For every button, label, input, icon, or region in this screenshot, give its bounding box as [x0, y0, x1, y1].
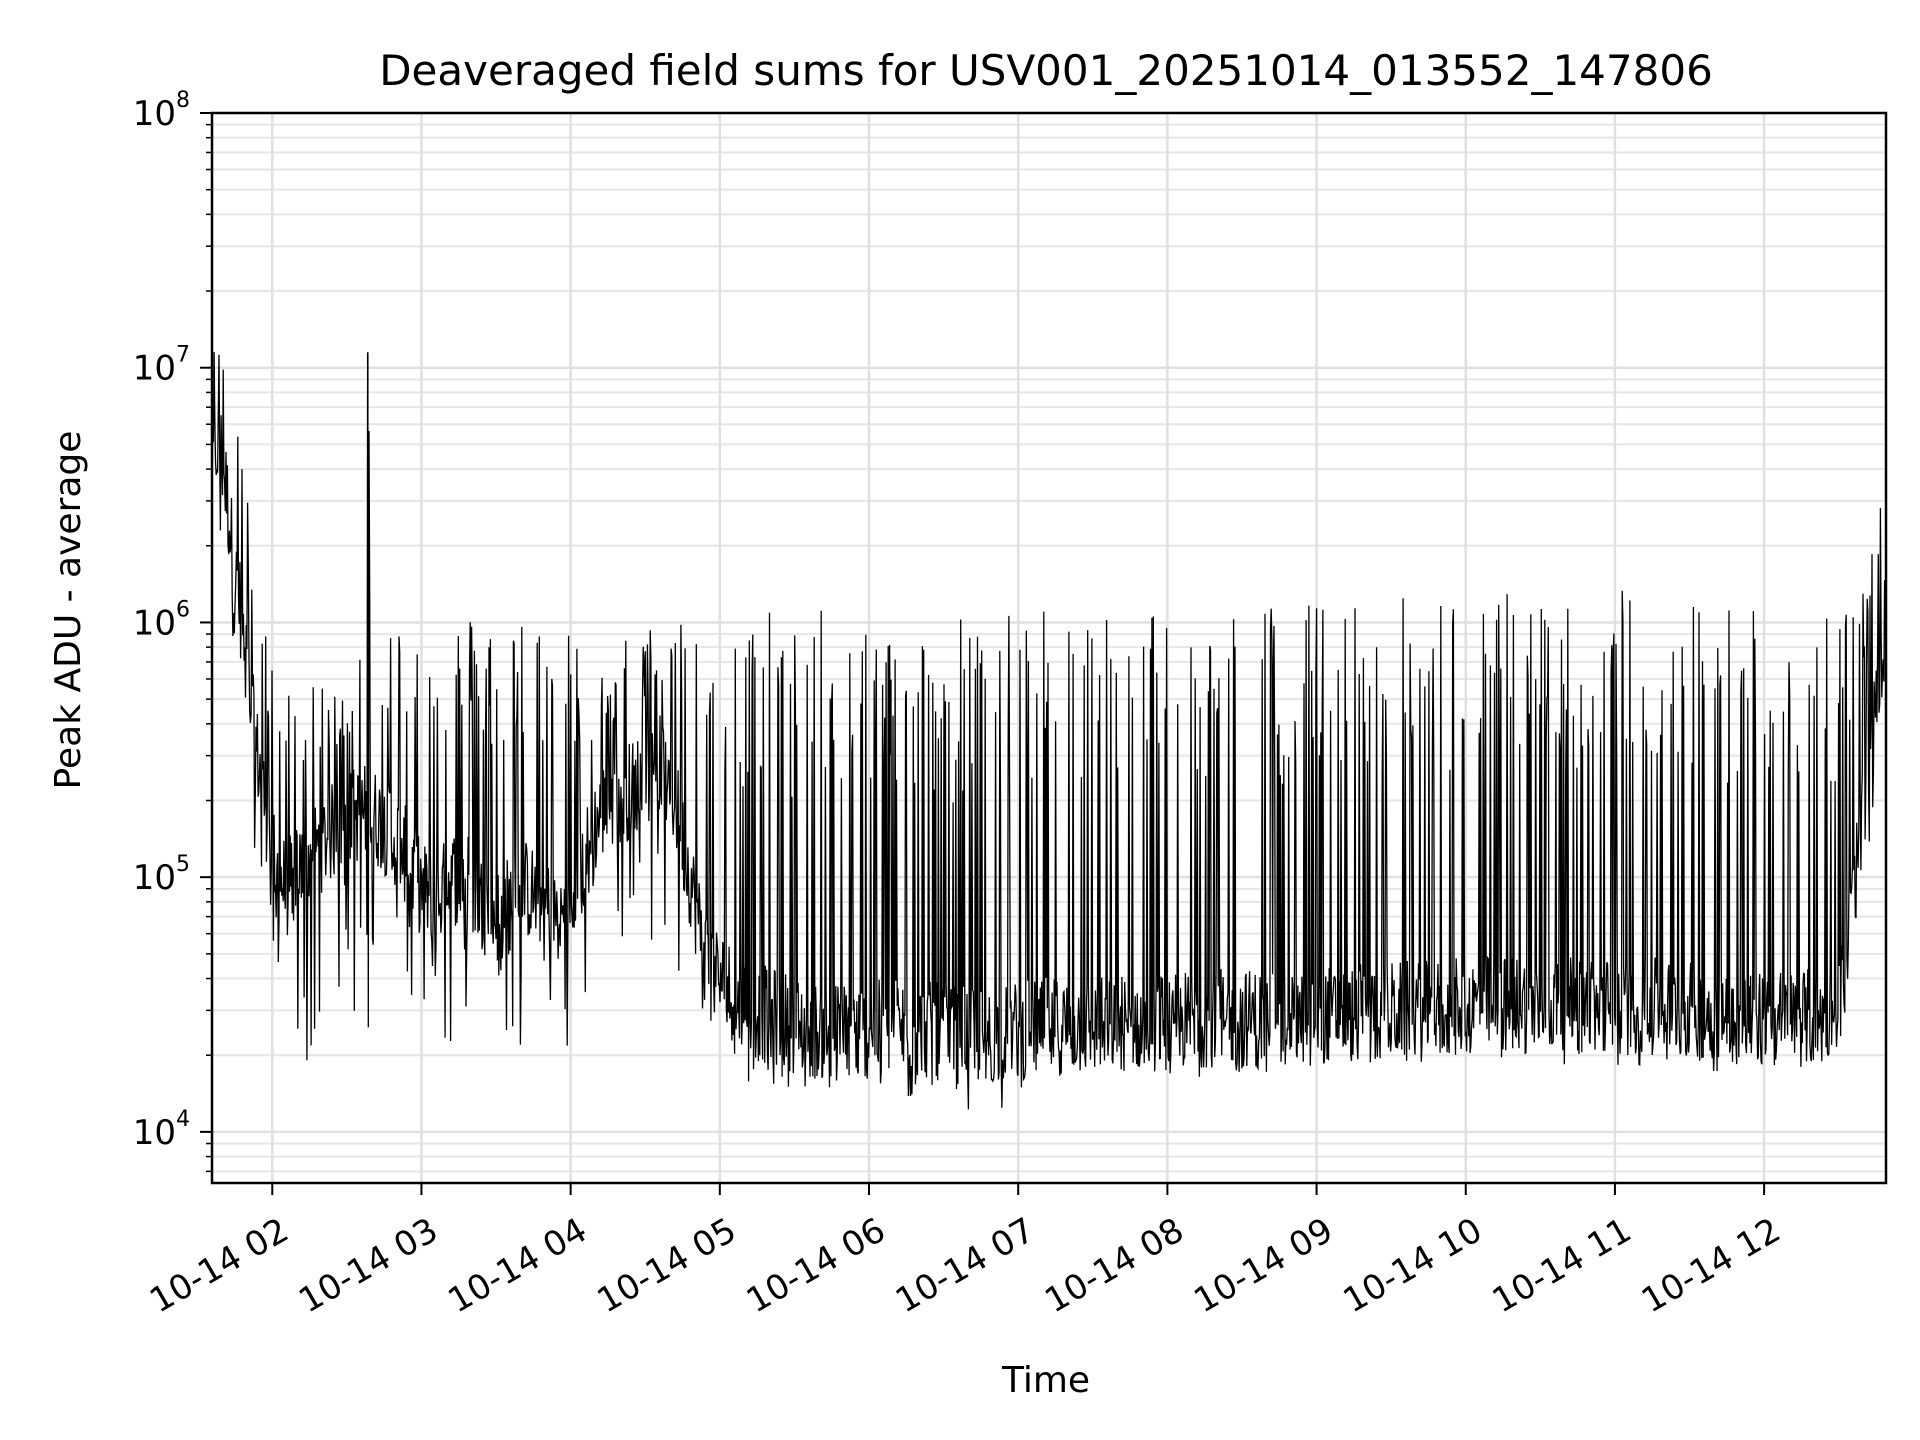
plot-area — [211, 352, 1887, 1110]
y-tick-label: 104 — [133, 1107, 190, 1153]
chart-title: Deaveraged field sums for USV001_2025101… — [379, 46, 1713, 95]
y-tick-label: 107 — [133, 343, 190, 389]
y-tick-label: 108 — [133, 88, 190, 134]
series-line-0 — [211, 352, 1887, 1110]
y-tick-label: 106 — [133, 597, 190, 643]
x-axis-label: Time — [1001, 1360, 1090, 1401]
y-tick-label: 105 — [133, 852, 190, 898]
axes-frame — [210, 111, 1888, 1185]
y-axis-label: Peak ADU - average — [48, 431, 89, 790]
